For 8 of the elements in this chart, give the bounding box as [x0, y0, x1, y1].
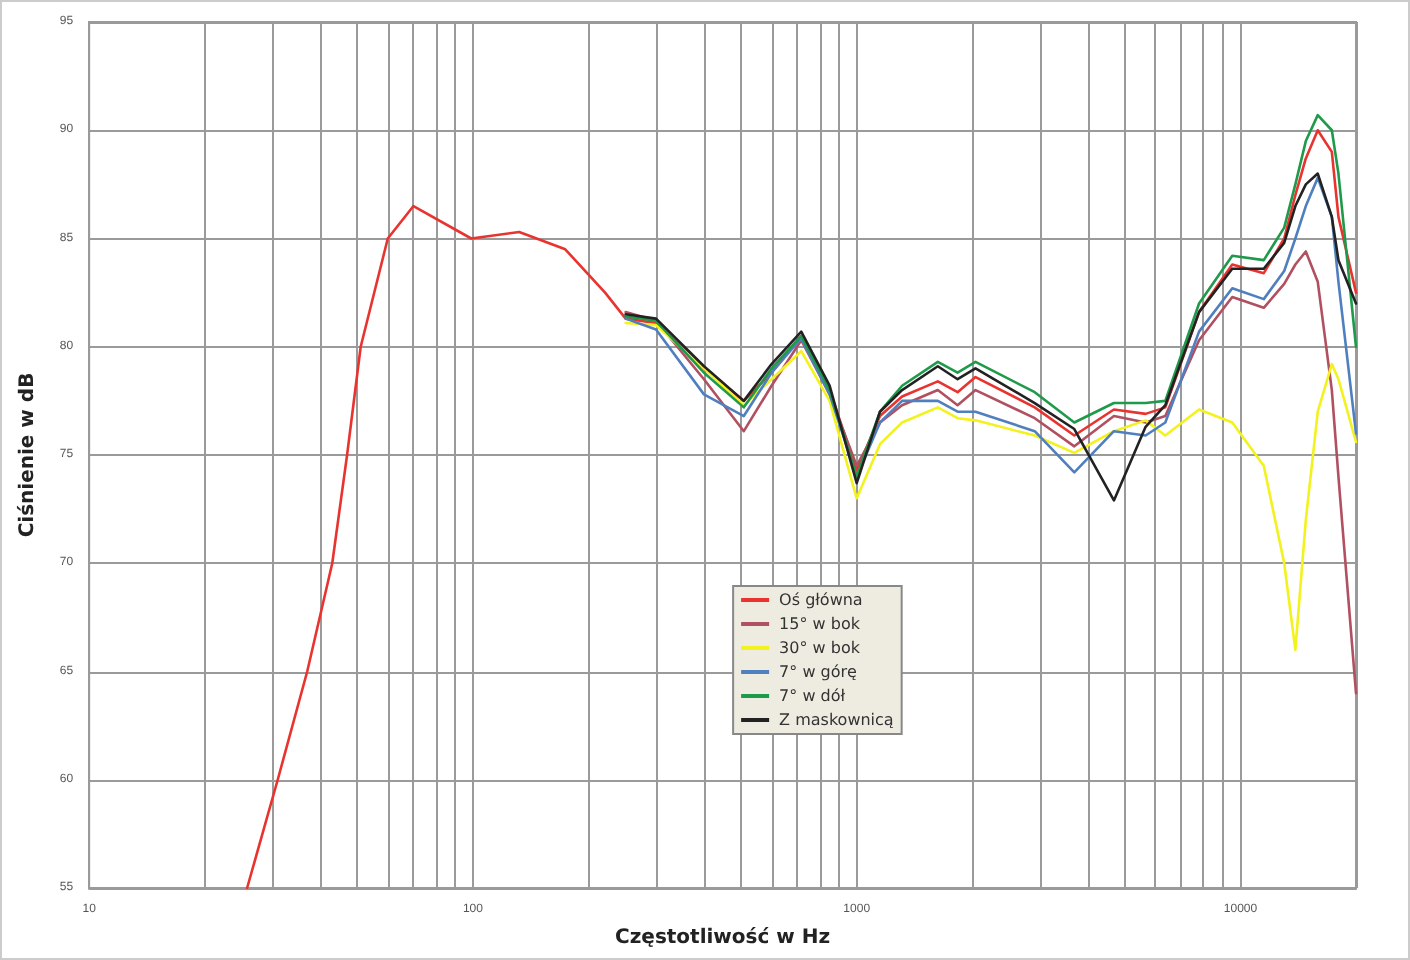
x-axis-title: Częstotliwość w Hz — [615, 925, 831, 949]
legend-label: Oś główna — [779, 591, 863, 609]
y-axis-title: Ciśnienie w dB — [15, 372, 39, 538]
legend-label: Z maskownicą — [779, 711, 894, 729]
legend-label: 7° w dół — [779, 687, 847, 705]
legend-label: 30° w bok — [779, 639, 861, 657]
legend-label: 7° w górę — [779, 663, 858, 681]
legend-label: 15° w bok — [779, 615, 861, 633]
